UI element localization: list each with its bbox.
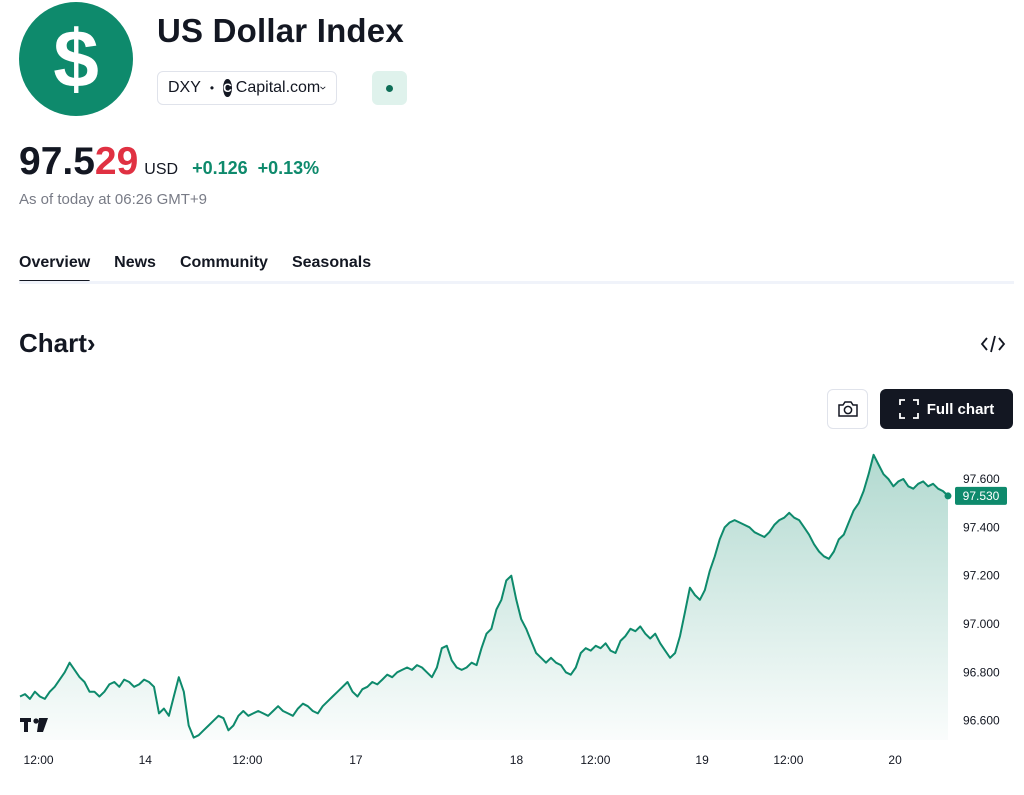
full-chart-button[interactable]: Full chart [880,389,1013,429]
chevron-down-icon [320,86,326,90]
screenshot-button[interactable] [827,389,868,429]
svg-text:$: $ [53,19,99,99]
full-chart-label: Full chart [926,400,995,418]
x-tick-label: 12:00 [580,753,610,767]
x-tick-label: 19 [695,753,709,767]
symbol-source-selector[interactable]: DXY • C Capital.com [157,71,337,105]
source-label: Capital.com [235,79,321,96]
as-of-timestamp: As of today at 06:26 GMT+9 [19,191,208,208]
y-tick-label: 97.400 [963,520,1000,534]
price-change-percent: +0.13% [257,158,320,178]
price-chart[interactable]: 97.600 97.400 97.200 97.000 96.800 96.600 12:… [0,440,1024,780]
y-axis: 97.600 97.400 97.200 97.000 96.800 96.600 [963,472,1000,728]
price-row: 97.5 29 USD +0.126 +0.13% [19,140,329,184]
chevron-right-icon: › [86,328,96,358]
y-tick-label: 96.600 [963,714,1000,728]
x-tick-label: 20 [888,753,902,767]
y-tick-label: 97.000 [963,617,1000,631]
separator-dot: • [209,81,215,95]
last-value-dot [944,492,952,500]
y-tick-label: 96.800 [963,665,1000,679]
status-dot-icon [386,84,393,92]
market-status-button[interactable] [372,71,407,105]
price-area-fill [20,454,948,740]
x-axis: 12:00 14 12:00 17 18 12:00 19 12:00 20 [24,753,903,767]
x-tick-label: 12:00 [24,753,54,767]
section-tabs: Overview News Community Seasonals [19,254,372,283]
tab-news[interactable]: News [114,254,156,271]
last-value-label: 97.530 [963,489,1000,503]
x-tick-label: 14 [139,753,153,767]
page-title: US Dollar Index [157,12,404,49]
y-tick-label: 97.200 [963,569,1000,583]
last-value-badge [955,486,1007,505]
capital-com-logo-icon: C [223,79,232,97]
symbol-label: DXY [168,79,201,96]
price-tail: 29 [94,140,139,183]
code-embed-icon[interactable] [980,333,1006,355]
x-tick-label: 12:00 [232,753,262,767]
chart-area-layer [19,453,949,740]
tab-overview[interactable]: Overview [19,254,91,283]
tab-seasonals[interactable]: Seasonals [291,254,372,271]
camera-icon [837,401,858,417]
tab-community[interactable]: Community [179,254,268,271]
price-change: +0.126 [192,158,248,178]
chart-section-title: Chart [19,328,87,358]
currency: USD [144,161,179,178]
x-tick-label: 12:00 [773,753,803,767]
price-main: 97.5 [19,140,95,183]
y-tick-label: 97.600 [963,472,1000,486]
tabs-divider [19,281,1014,284]
dollar-index-logo: $ [19,2,133,116]
chart-section-link[interactable]: Chart› [19,328,96,359]
tradingview-logo-icon [20,718,48,732]
x-tick-label: 17 [349,753,363,767]
fullscreen-icon [898,399,919,419]
price-line [19,453,949,739]
dollar-sign-icon: $ [53,19,99,99]
last-value-marker: 97.530 [944,486,1007,505]
x-tick-label: 18 [510,753,524,767]
